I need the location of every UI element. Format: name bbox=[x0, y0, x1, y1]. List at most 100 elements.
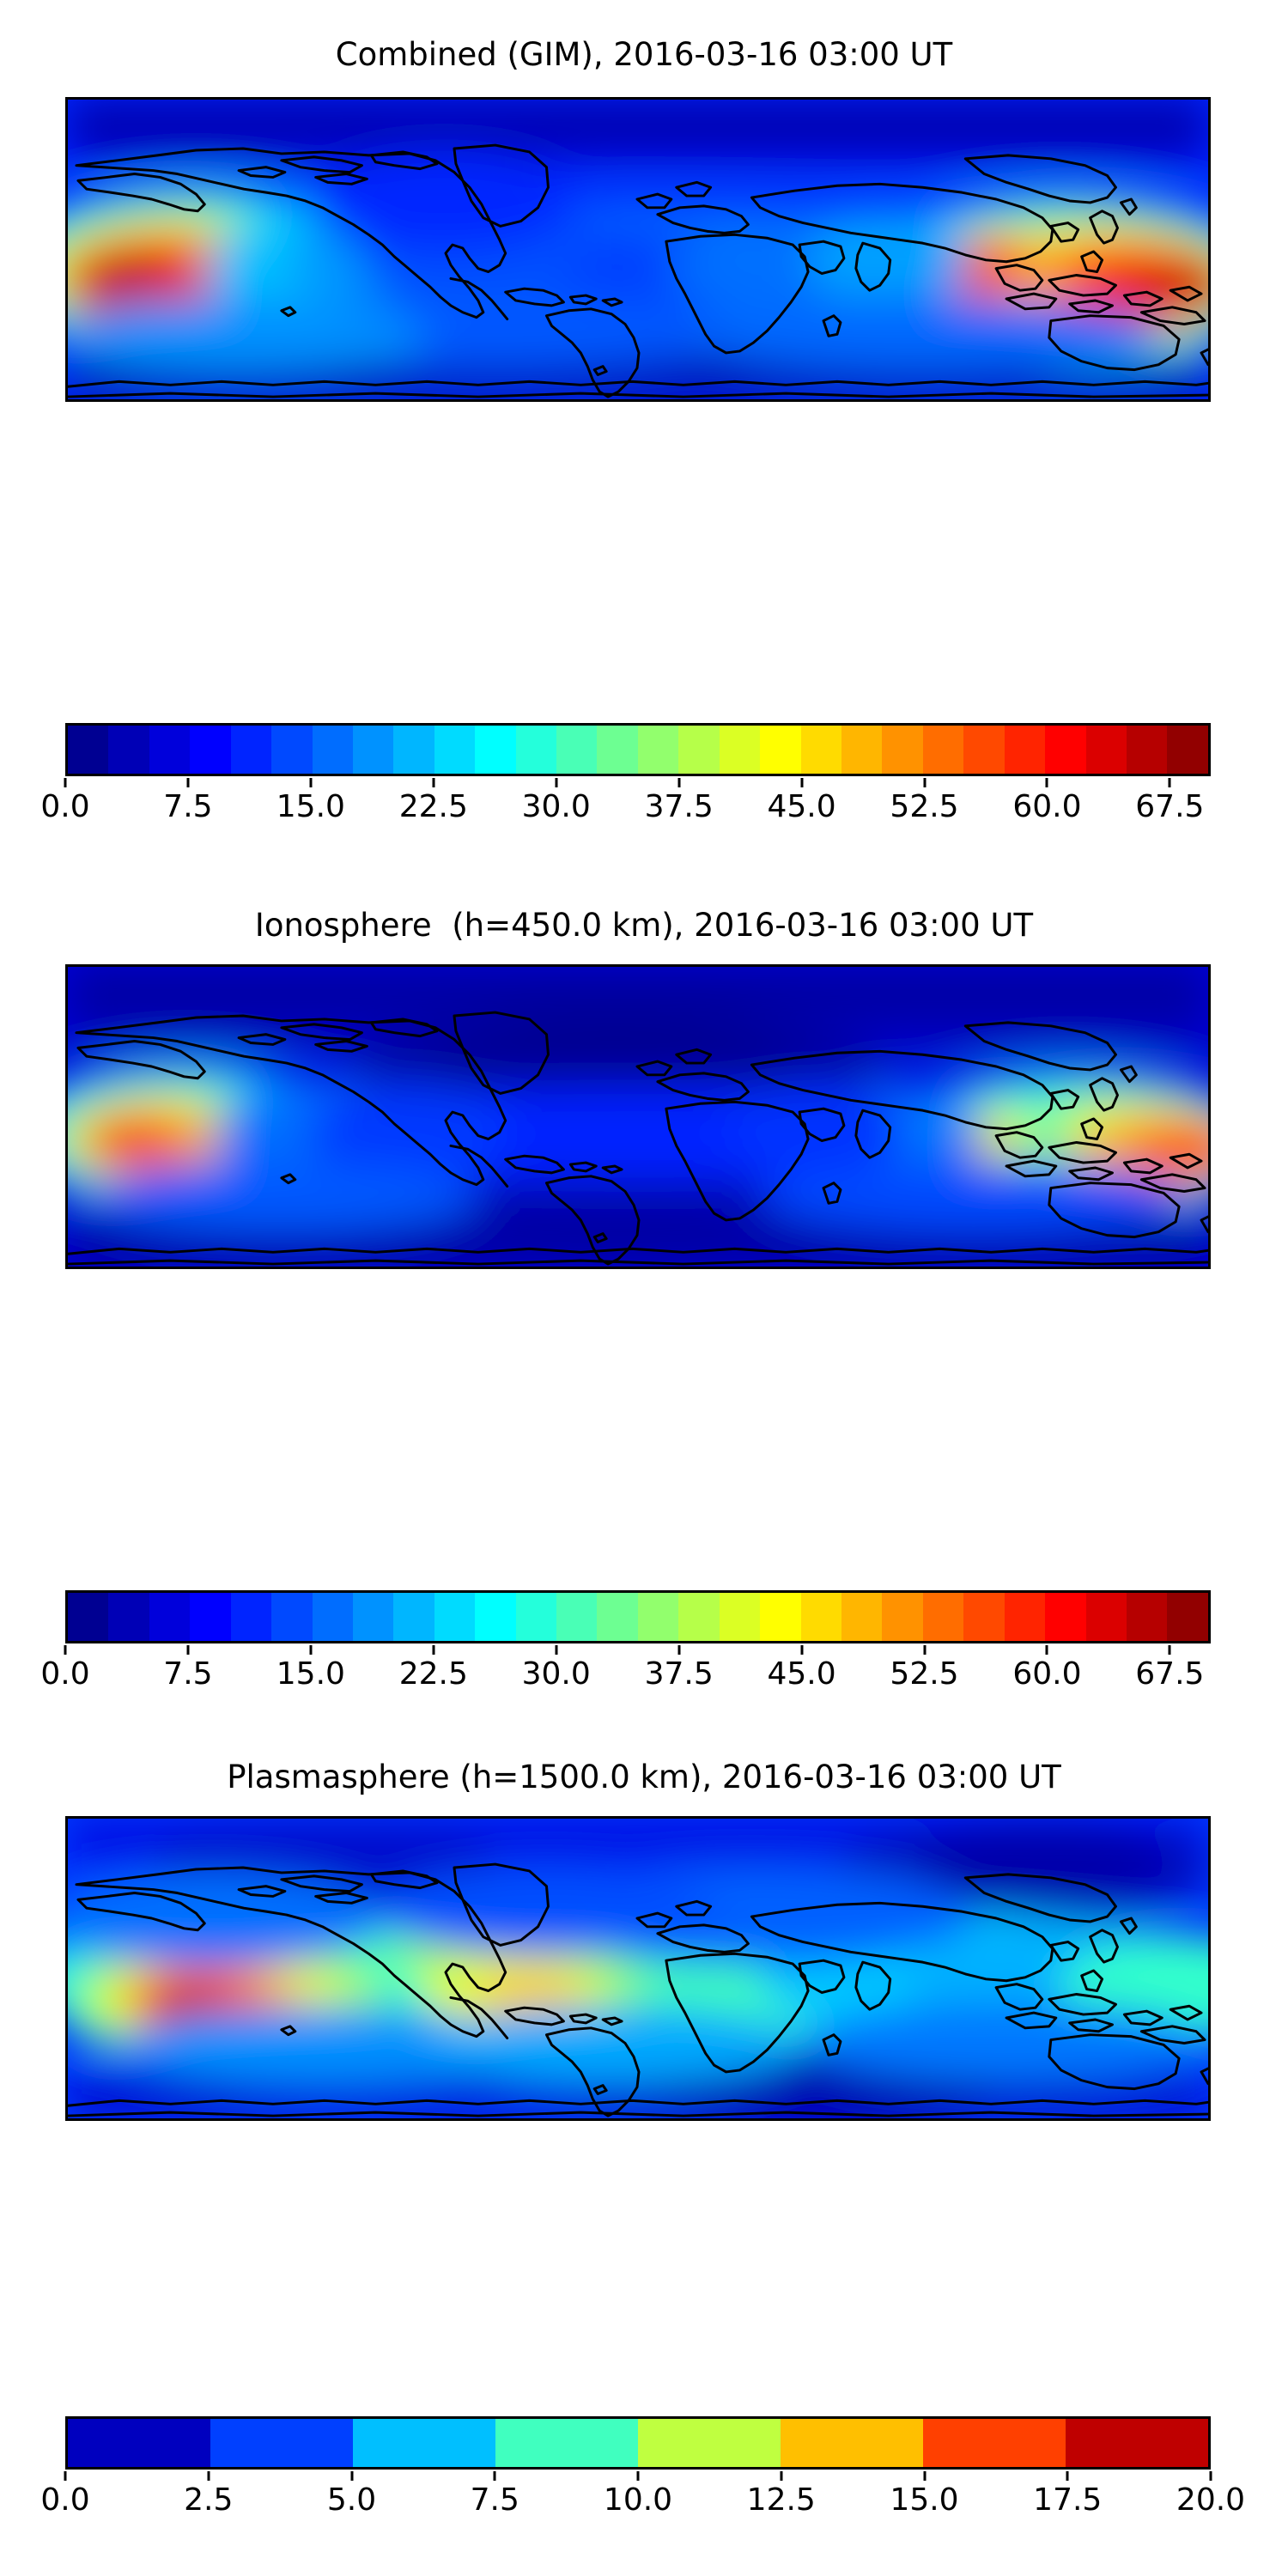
colorbar-tick-label: 22.5 bbox=[398, 789, 468, 824]
colorbar-segment bbox=[1167, 1593, 1208, 1641]
colorbar-segment bbox=[149, 1593, 191, 1641]
colorbar-tick-mark bbox=[800, 778, 804, 787]
map-canvas-combined-gim bbox=[68, 100, 1208, 399]
colorbar-segment bbox=[922, 1593, 964, 1641]
colorbar-tick-mark bbox=[309, 778, 313, 787]
panel-title-combined-gim: Combined (GIM), 2016-03-16 03:00 UT bbox=[335, 36, 953, 73]
colorbar-tick-mark bbox=[1209, 2471, 1212, 2481]
colorbar-tick-mark bbox=[1168, 1645, 1171, 1655]
panel-title-ionosphere: Ionosphere (h=450.0 km), 2016-03-16 03:0… bbox=[254, 907, 1034, 944]
colorbar-ionosphere bbox=[65, 1590, 1211, 1643]
panel-ionosphere: Ionosphere (h=450.0 km), 2016-03-16 03:0… bbox=[0, 884, 1288, 1743]
colorbar-tick-mark bbox=[64, 1645, 67, 1655]
colorbar-segment bbox=[271, 1593, 313, 1641]
colorbar-tick-label: 0.0 bbox=[40, 789, 90, 824]
colorbar-tick-label: 0.0 bbox=[40, 1656, 90, 1692]
colorbar-segment bbox=[108, 1593, 149, 1641]
colorbar-tick-mark bbox=[800, 1645, 804, 1655]
colorbar-segment bbox=[434, 726, 476, 774]
colorbar-segment bbox=[393, 726, 434, 774]
coastlines-ionosphere bbox=[68, 1011, 1208, 1266]
colorbar-segment bbox=[760, 726, 801, 774]
colorbar-segment bbox=[882, 1593, 923, 1641]
colorbar-segment bbox=[68, 726, 109, 774]
map-axes-combined-gim bbox=[65, 97, 1211, 402]
colorbar-tick-mark bbox=[780, 2471, 783, 2481]
colorbar-tick-label: 37.5 bbox=[644, 789, 714, 824]
colorbar-segment bbox=[719, 726, 761, 774]
colorbar-segment bbox=[475, 1593, 516, 1641]
map-axes-ionosphere bbox=[65, 964, 1211, 1269]
colorbar-tick-label: 0.0 bbox=[40, 2482, 90, 2518]
colorbar-segment bbox=[352, 1593, 394, 1641]
colorbar-plasmasphere bbox=[65, 2416, 1211, 2470]
colorbar-tick-label: 5.0 bbox=[326, 2482, 377, 2518]
colorbar-tick-mark bbox=[1045, 778, 1048, 787]
colorbar-segment bbox=[434, 1593, 476, 1641]
colorbar-segment bbox=[597, 1593, 638, 1641]
colorbar-segment bbox=[760, 1593, 801, 1641]
panel-title-plasmasphere: Plasmasphere (h=1500.0 km), 2016-03-16 0… bbox=[227, 1759, 1061, 1795]
colorbar-tick-mark bbox=[923, 778, 926, 787]
colorbar-tick-mark bbox=[677, 778, 681, 787]
colorbar-segment bbox=[68, 2419, 210, 2467]
colorbar-tick-mark bbox=[64, 778, 67, 787]
colorbar-segment bbox=[678, 1593, 720, 1641]
colorbar-segment bbox=[495, 2419, 638, 2467]
colorbar-segment bbox=[353, 2419, 495, 2467]
colorbar-ticks-combined-gim: 0.0 7.5 15.0 22.5 30.0 37.5 45.0 52.5 60.0 67.5 bbox=[40, 778, 1211, 824]
colorbar-segment bbox=[1004, 726, 1046, 774]
colorbar-segment bbox=[882, 726, 923, 774]
colorbar-tick-label: 52.5 bbox=[890, 789, 959, 824]
colorbar-tick-label: 45.0 bbox=[767, 789, 836, 824]
colorbar-tick-mark bbox=[186, 1645, 190, 1655]
colorbar-tick-label: 10.0 bbox=[603, 2482, 673, 2518]
colorbar-tick-mark bbox=[1168, 778, 1171, 787]
coastlines-combined-gim bbox=[68, 143, 1208, 398]
colorbar-segment bbox=[515, 1593, 557, 1641]
colorbar-tick-label: 7.5 bbox=[470, 2482, 519, 2518]
colorbar-tick-label: 67.5 bbox=[1135, 1656, 1205, 1692]
colorbar-tick-label: 30.0 bbox=[521, 1656, 591, 1692]
colorbar-segment bbox=[1004, 1593, 1046, 1641]
colorbar-tick-mark bbox=[555, 778, 558, 787]
map-canvas-ionosphere bbox=[68, 967, 1208, 1267]
colorbar-segment bbox=[271, 726, 313, 774]
colorbar-segment bbox=[841, 1593, 883, 1641]
panel-combined-gim: Combined (GIM), 2016-03-16 03:00 UT bbox=[0, 0, 1288, 884]
colorbar-segment bbox=[1045, 1593, 1086, 1641]
colorbar-tick-label: 17.5 bbox=[1033, 2482, 1103, 2518]
colorbar-segment bbox=[108, 726, 149, 774]
colorbar-combined-gim bbox=[65, 723, 1211, 776]
colorbar-tick-label: 20.0 bbox=[1176, 2482, 1246, 2518]
colorbar-segment bbox=[1126, 726, 1168, 774]
colorbar-segment bbox=[190, 726, 231, 774]
colorbar-segment bbox=[1085, 726, 1127, 774]
colorbar-tick-mark bbox=[923, 2471, 926, 2481]
coastlines-plasmasphere bbox=[68, 1862, 1208, 2117]
colorbar-segment bbox=[841, 726, 883, 774]
colorbar-segment bbox=[312, 1593, 353, 1641]
colorbar-tick-mark bbox=[555, 1645, 558, 1655]
colorbar-segment bbox=[68, 1593, 109, 1641]
colorbar-tick-label: 60.0 bbox=[1012, 1656, 1082, 1692]
colorbar-segment bbox=[1085, 1593, 1127, 1641]
colorbar-tick-mark bbox=[493, 2471, 496, 2481]
colorbar-segment bbox=[230, 726, 272, 774]
colorbar-segment bbox=[597, 726, 638, 774]
colorbar-segment bbox=[800, 726, 842, 774]
map-canvas-plasmasphere bbox=[68, 1819, 1208, 2118]
colorbar-tick-label: 15.0 bbox=[276, 789, 345, 824]
colorbar-segment bbox=[1167, 726, 1208, 774]
colorbar-tick-label: 52.5 bbox=[890, 1656, 959, 1692]
colorbar-segment bbox=[312, 726, 353, 774]
colorbar-segment bbox=[963, 726, 1005, 774]
colorbar-segment bbox=[1126, 1593, 1168, 1641]
colorbar-tick-mark bbox=[432, 1645, 435, 1655]
colorbar-segment bbox=[922, 726, 964, 774]
colorbar-segment bbox=[637, 1593, 679, 1641]
colorbar-tick-label: 30.0 bbox=[521, 789, 591, 824]
map-axes-plasmasphere bbox=[65, 1816, 1211, 2121]
colorbar-segment bbox=[963, 1593, 1005, 1641]
